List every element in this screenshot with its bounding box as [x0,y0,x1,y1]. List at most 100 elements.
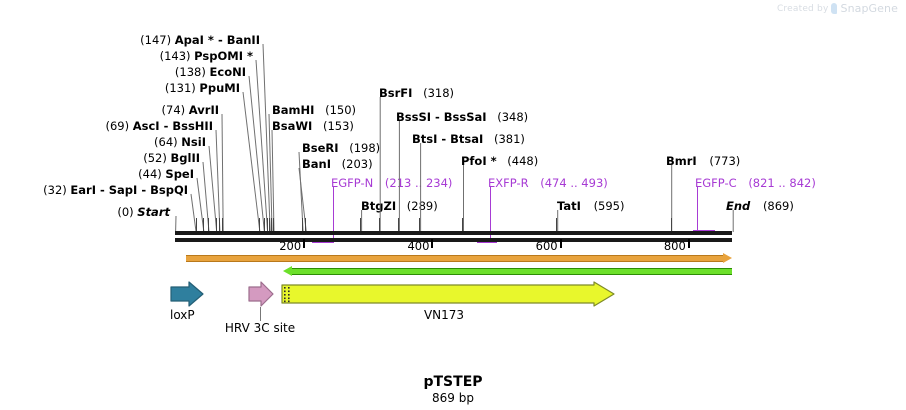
site-name: Start [137,205,170,219]
site-label-btgzi[interactable]: BtgZI (289) [361,199,438,213]
site-position: (869) [762,199,794,213]
primer-label-exfp-r[interactable]: EXFP-R (474 .. 493) [488,176,608,190]
leader-econi [248,75,265,233]
site-position: (381) [493,132,525,146]
site-label-pfoi[interactable]: PfoI * (448) [461,155,538,168]
plasmid-length: 869 bp [432,391,474,405]
site-label-bsawi[interactable]: BsaWI (153) [272,120,354,133]
site-tick [266,218,268,232]
site-tick [263,218,265,232]
primer-leader-egfp-n [333,187,334,242]
site-tick [360,218,362,232]
site-name: BmrI [666,154,697,168]
site-position: (595) [593,199,625,213]
site-tick [271,218,273,232]
site-name: BamHI [272,103,315,117]
site-tick [378,218,380,232]
site-tick [419,218,421,232]
site-label-bglii[interactable]: (52) BglII [143,151,201,165]
feature-loxp[interactable] [170,281,204,307]
site-label-bani[interactable]: BanI (203) [302,158,373,171]
plasmid-title: pTSTEP [423,374,483,390]
feature-label-hrv3c: HRV 3C site [224,321,296,335]
primer-label-egfp-n[interactable]: EGFP-N (213 .. 234) [331,176,453,190]
site-tick [269,218,271,232]
ruler-major-tick [559,239,562,248]
site-tick [208,218,210,232]
ruler-major-tick [687,239,690,248]
ruler-major-tick [303,239,306,248]
site-position: (44) [138,167,162,181]
primer-bar-exfp-r [477,241,497,243]
bottom-strand-bar [290,268,732,275]
site-label-econi[interactable]: (138) EcoNI [175,66,246,79]
site-tick [216,218,217,232]
site-label-pspomi[interactable]: (143) PspOMI * [159,49,253,63]
site-tick [222,218,224,232]
top-strand-arrowhead-icon [723,253,732,263]
site-position: (0) [117,205,134,219]
site-label-apai-banii[interactable]: (147) ApaI * - BanII [140,33,260,47]
primer-range: (474 .. 493) [540,176,608,190]
backbone-bottom-line [175,238,732,242]
ruler-tick-label: 600 [535,239,558,253]
watermark-brand: SnapGene [840,2,898,15]
site-name: BtsI - BtsaI [412,132,484,146]
site-position: (773) [709,154,741,168]
primer-range: (821 .. 842) [748,176,816,190]
ruler-tick-label: 200 [279,239,302,253]
ruler-tick-label: 800 [663,239,686,253]
site-name: BsrFI [379,86,413,100]
feature-vn173[interactable] [281,281,615,307]
site-name: End [726,199,751,213]
site-position: (131) [164,81,196,95]
site-name: BseRI [302,141,339,155]
site-label-nsii[interactable]: (64) NsiI [154,135,206,149]
site-label-spei[interactable]: (44) SpeI [138,167,194,181]
site-position: (289) [406,199,438,213]
site-label-avrii[interactable]: (74) AvrII [161,103,219,117]
primer-name: EGFP-N [331,176,374,190]
top-strand-arrow [186,253,732,263]
feature-label-vn173: VN173 [423,308,465,322]
site-position: (32) [43,183,67,197]
site-label-btsi-btsai[interactable]: BtsI - BtsaI (381) [412,132,525,146]
leader-pspomi [255,59,269,233]
snapgene-watermark: Created by SnapGene [777,2,898,15]
site-position: (198) [349,141,381,155]
site-label-start[interactable]: (0) Start [117,205,170,219]
site-name: BglII [170,151,201,165]
site-label-bmri[interactable]: BmrI (773) [666,154,741,168]
site-name: ApaI * - BanII [174,33,260,47]
site-label-eari-sapi-bspqi[interactable]: (32) EarI - SapI - BspQI [43,183,188,197]
site-name: NsiI [181,135,206,149]
site-tick [259,218,260,232]
site-label-bsrfi[interactable]: BsrFI (318) [379,86,454,100]
snapgene-logo-icon [831,3,838,14]
site-label-bamhi[interactable]: BamHI (150) [272,103,357,117]
site-label-end[interactable]: End (869) [726,199,794,213]
site-name: PspOMI * [194,49,253,63]
site-name: PpuMI [199,81,240,95]
primer-label-egfp-c[interactable]: EGFP-C (821 .. 842) [695,176,816,190]
ruler-major-tick [431,239,434,248]
site-label-asci-bsshii[interactable]: (69) AscI - BssHII [105,120,213,133]
site-label-tati[interactable]: TatI (595) [557,199,625,213]
leader-apai [262,43,271,233]
site-label-ppumi[interactable]: (131) PpuMI [164,81,240,95]
site-position: (64) [154,135,178,149]
site-label-bsssi-bsssai[interactable]: BssSI - BssSaI (348) [396,110,528,124]
ruler-tick-label: 400 [407,239,430,253]
site-tick [301,218,303,232]
site-position: (143) [159,49,191,63]
site-label-bseri[interactable]: BseRI (198) [302,141,381,155]
site-position: (150) [325,103,357,117]
feature-hrv3c[interactable] [248,281,274,307]
site-position: (74) [161,103,186,117]
site-tick [305,218,307,232]
site-tick [556,218,558,232]
primer-range: (213 .. 234) [384,176,453,190]
site-tick [273,218,275,232]
site-name: EarI - SapI - BspQI [70,183,188,197]
site-name: BssSI - BssSaI [396,110,487,124]
